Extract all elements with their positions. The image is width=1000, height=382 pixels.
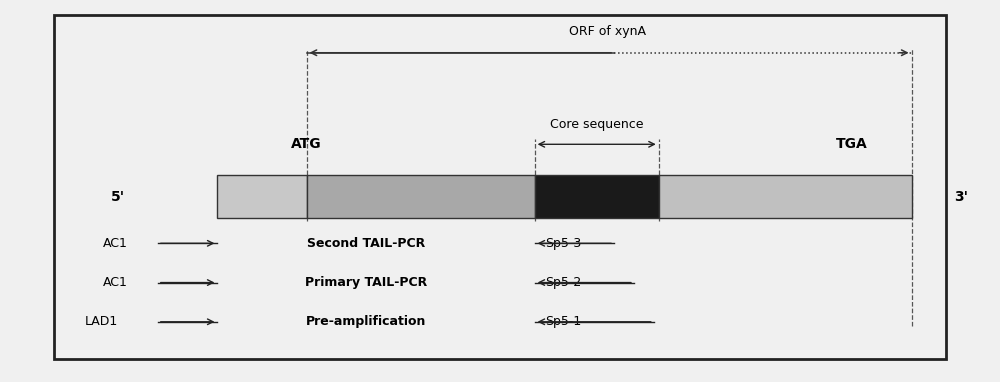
Text: AC1: AC1 [103, 237, 128, 250]
Text: Primary TAIL-PCR: Primary TAIL-PCR [305, 276, 427, 289]
Text: Core sequence: Core sequence [550, 118, 644, 131]
Text: TGA: TGA [836, 137, 868, 151]
Text: LAD1: LAD1 [85, 315, 118, 328]
Text: Sp5-2: Sp5-2 [545, 276, 581, 289]
Text: 3': 3' [954, 189, 968, 204]
Bar [659, 175, 912, 218]
Text: Second TAIL-PCR: Second TAIL-PCR [307, 237, 425, 250]
Text: Sp5-1: Sp5-1 [545, 315, 581, 328]
Text: Pre-amplification: Pre-amplification [306, 315, 426, 328]
Bar [535, 175, 659, 218]
Text: ATG: ATG [291, 137, 322, 151]
Bar [307, 175, 535, 218]
Text: ORF of xynA: ORF of xynA [569, 25, 646, 38]
Text: Sp5-3: Sp5-3 [545, 237, 581, 250]
Bar [217, 175, 307, 218]
Text: 5': 5' [111, 189, 125, 204]
Text: AC1: AC1 [103, 276, 128, 289]
